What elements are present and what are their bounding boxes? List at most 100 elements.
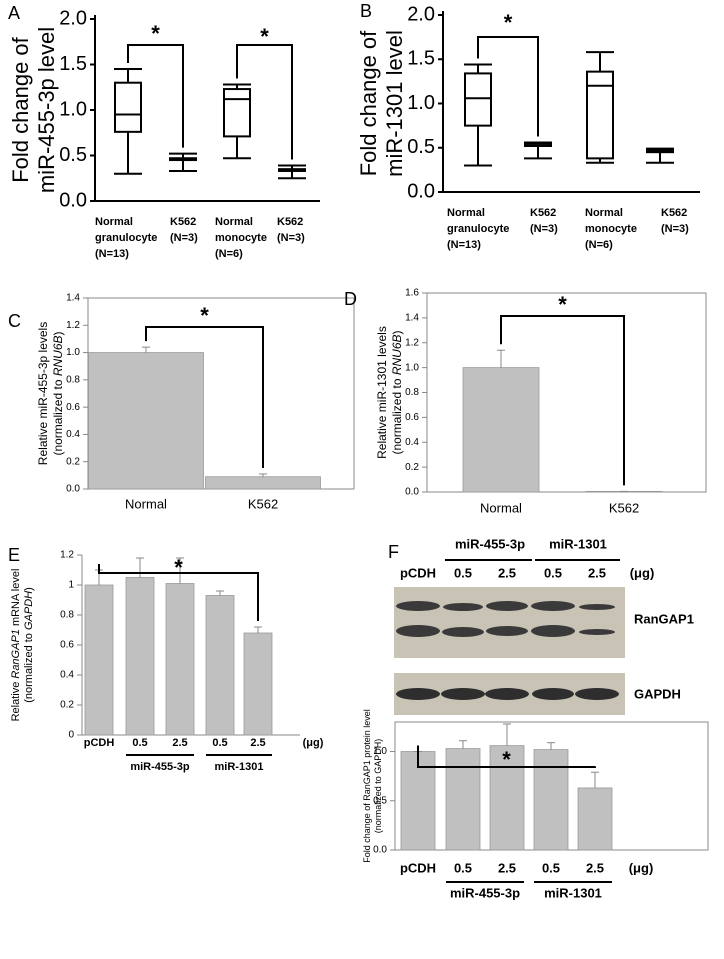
x-tick-label: Normal (95, 216, 133, 228)
y-tick-label: 0.0 (405, 487, 419, 498)
error-bar (254, 626, 262, 633)
y-tick-label: 0.2 (405, 462, 419, 473)
unit-label: (μg) (303, 737, 324, 749)
x-tick-label: Normal (125, 496, 167, 511)
y-tick-label: 1.0 (66, 347, 80, 358)
lane-label: pCDH (400, 565, 436, 580)
y-tick-label: 0.5 (59, 144, 87, 166)
lane-label: 0.5 (454, 565, 472, 580)
label-part: Fold change of (356, 30, 381, 176)
y-axis-label: Fold change of RanGAP1 protein level (362, 709, 372, 863)
label-part: (normalized to (23, 630, 35, 703)
error-bar (259, 473, 267, 477)
blot-group: miR-1301 (549, 536, 607, 551)
x-tick-label: 2.5 (250, 737, 265, 749)
y-tick-label: 0.0 (373, 845, 387, 856)
band-label: GAPDH (634, 686, 681, 701)
x-tick-label: (N=6) (585, 239, 613, 251)
y-axis-label: (normalized to GAPDH) (373, 739, 383, 834)
error-bar (459, 740, 467, 749)
label-part: Relative miR-1301 levels (375, 326, 389, 459)
group-label: miR-455-3p (450, 885, 520, 900)
x-tick-label: Normal (585, 207, 623, 219)
x-tick-label: (N=13) (447, 239, 481, 251)
x-tick-label: granulocyte (447, 223, 509, 235)
group-label: miR-1301 (215, 761, 264, 773)
label-part: miR-1301 level (382, 30, 407, 177)
y-tick-label: 1 (68, 580, 74, 591)
label-part: GAPDH (23, 591, 35, 630)
x-tick-label: monocyte (585, 223, 637, 235)
panel-letter: C (8, 311, 21, 331)
y-tick-label: 0.5 (373, 795, 387, 806)
panel-letter: E (8, 545, 20, 565)
y-axis-label: miR-1301 level (382, 30, 407, 177)
y-tick-label: 1.0 (405, 362, 419, 373)
x-tick-label: (N=3) (170, 232, 198, 244)
lane-label: 2.5 (498, 565, 516, 580)
lane-label: 0.5 (544, 565, 562, 580)
box (223, 88, 251, 138)
panel-letter: F (388, 542, 399, 562)
x-tick-label: K562 (170, 216, 196, 228)
x-tick-label: 0.5 (542, 860, 560, 875)
error-bar (216, 590, 224, 596)
bands (396, 688, 619, 700)
bar (445, 748, 481, 851)
label-part: mRNA level (10, 569, 22, 630)
label-part: RNU6B (51, 335, 65, 376)
error-bar (176, 557, 184, 584)
y-tick-label: 0.4 (60, 670, 74, 681)
significance-bracket (500, 315, 625, 486)
bar (88, 352, 204, 490)
panel: D 0.0 0.2 0.4 0.6 0.8 1.0 1.2 1.4 1.6 Relative miR… (344, 288, 707, 515)
unit-label: (μg) (629, 860, 654, 875)
x-tick-label: (N=13) (95, 248, 129, 260)
bar (205, 476, 321, 490)
y-tick-label: 0.6 (60, 640, 74, 651)
y-axis-label: Relative miR-1301 levels (375, 326, 389, 459)
bands (396, 601, 615, 637)
bar (577, 787, 613, 851)
group-label: miR-1301 (544, 885, 602, 900)
x-tick-label: K562 (661, 207, 687, 219)
x-tick-label: Normal (447, 207, 485, 219)
box (586, 70, 614, 160)
bar (243, 632, 273, 736)
y-tick-label: 1.5 (59, 53, 87, 75)
label-part: (normalized to (51, 376, 65, 455)
y-axis-label: (normalized to RNU6B) (390, 330, 404, 454)
y-tick-label: 0.5 (407, 136, 435, 158)
significance-label: * (151, 21, 160, 46)
label-part: Relative (10, 679, 22, 722)
error-bar (547, 742, 555, 750)
bar (84, 584, 114, 736)
y-tick-label: 0.6 (66, 402, 80, 413)
bar (489, 745, 525, 851)
x-tick-label: granulocyte (95, 232, 157, 244)
y-tick-label: 1.2 (66, 320, 80, 331)
x-tick-label: pCDH (84, 737, 115, 749)
label-part: RanGAP1 (10, 629, 22, 679)
panel-letter: A (8, 3, 20, 23)
panel: E 0 0.2 0.4 0.6 0.8 1 1.2 Relative RanGAP1 mRNA … (8, 545, 324, 773)
panel-letter: D (344, 289, 357, 309)
error-bar (497, 349, 505, 368)
x-tick-label: Normal (215, 216, 253, 228)
y-tick-label: 1.0 (407, 92, 435, 114)
y-tick-label: 1.4 (405, 313, 419, 324)
significance-bracket (477, 36, 539, 137)
bar (462, 367, 540, 493)
y-axis-label: (normalized to GAPDH) (23, 587, 35, 703)
blot-group: miR-455-3p (455, 536, 525, 551)
x-tick-label: K562 (248, 496, 278, 511)
y-tick-label: 2.0 (59, 7, 87, 29)
label-part: ) (390, 330, 404, 334)
x-tick-label: Normal (480, 500, 522, 515)
x-tick-label: (N=3) (661, 223, 689, 235)
y-tick-label: 2.0 (407, 3, 435, 25)
y-axis-label: Fold change of (8, 36, 33, 182)
y-tick-label: 0.8 (405, 387, 419, 398)
y-axis-label: (normalized to RNU6B) (51, 331, 65, 455)
